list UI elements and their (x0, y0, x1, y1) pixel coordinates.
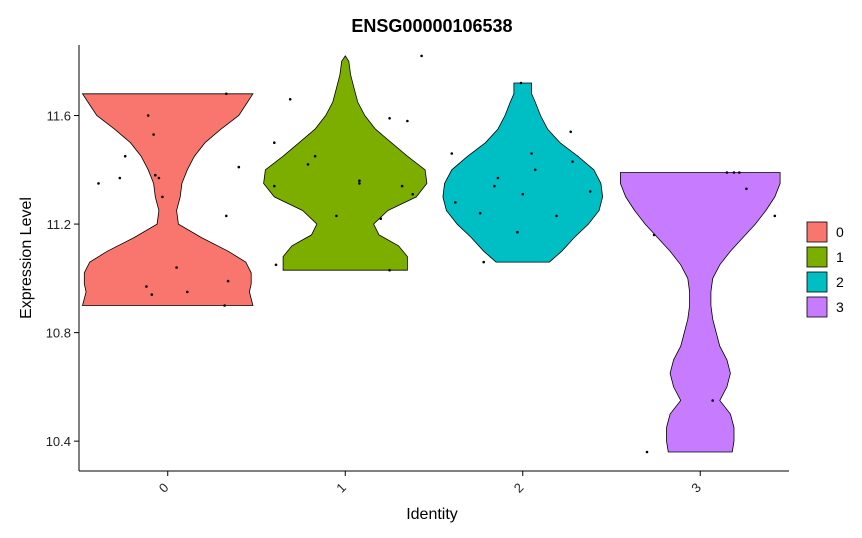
point-2-13 (571, 160, 574, 163)
violin-2 (442, 82, 604, 263)
legend-key-3 (806, 296, 828, 318)
point-1-13 (400, 184, 404, 188)
y-tick-label: 10.8 (46, 326, 71, 341)
point-0-5 (154, 173, 157, 177)
legend-label-0: 0 (836, 224, 844, 240)
point-3-5 (738, 171, 741, 174)
point-2-1 (454, 201, 457, 204)
x-axis-title: Identity (406, 506, 458, 523)
point-0-15 (223, 304, 226, 307)
point-1-14 (411, 192, 415, 196)
point-2-9 (530, 152, 533, 155)
legend-key-2 (806, 271, 828, 293)
point-2-8 (521, 192, 525, 196)
plot-area: 10.4 10.8 11.2 11.6 0 1 2 3 (46, 45, 789, 496)
violin-3 (620, 172, 781, 453)
point-2-5 (496, 176, 500, 180)
x-axis-ticks: 0 1 2 3 (156, 471, 704, 496)
x-tick-label: 3 (688, 480, 704, 496)
point-2-0 (450, 152, 454, 155)
point-1-12 (406, 119, 409, 123)
legend-label-3: 3 (836, 299, 844, 315)
point-0-1 (118, 176, 122, 180)
legend-key-0 (806, 221, 828, 243)
point-2-10 (533, 168, 537, 172)
point-1-15 (420, 54, 423, 58)
point-3-0 (645, 450, 649, 454)
jitter-points (97, 54, 777, 454)
point-0-3 (146, 114, 150, 117)
legend: 0 1 2 3 (806, 221, 844, 318)
point-2-12 (569, 130, 572, 134)
point-0-14 (226, 279, 230, 283)
y-tick-label: 11.2 (47, 217, 71, 232)
point-2-14 (588, 190, 592, 193)
point-0-12 (225, 92, 228, 96)
point-1-10 (388, 268, 391, 272)
point-2-3 (482, 260, 486, 264)
point-1-3 (288, 98, 292, 101)
point-1-0 (274, 263, 278, 267)
y-tick-label: 11.6 (47, 109, 71, 124)
point-3-6 (745, 187, 748, 191)
point-0-0 (97, 182, 100, 185)
legend-label-2: 2 (836, 274, 844, 290)
point-0-7 (161, 195, 164, 199)
point-3-4 (732, 171, 736, 174)
x-tick-label: 1 (333, 480, 349, 496)
point-2-4 (493, 184, 496, 188)
point-1-11 (388, 117, 391, 120)
point-1-4 (306, 163, 310, 166)
legend-label-1: 1 (836, 249, 844, 265)
x-tick-label: 0 (156, 480, 172, 496)
y-axis-ticks: 10.4 10.8 11.2 11.6 (46, 109, 79, 449)
violins (81, 55, 781, 453)
point-1-7 (358, 182, 361, 185)
point-0-16 (237, 165, 241, 169)
violin-1 (263, 55, 428, 271)
point-3-2 (711, 399, 714, 402)
point-1-6 (335, 214, 338, 218)
point-2-11 (555, 214, 558, 218)
point-2-6 (516, 230, 519, 234)
violin-0 (81, 93, 254, 306)
chart-title: ENSG00000106538 (351, 16, 512, 36)
y-axis-title: Expression Level (18, 197, 35, 319)
legend-key-1 (806, 246, 828, 268)
point-0-13 (225, 214, 228, 218)
point-0-11 (186, 290, 189, 294)
point-1-8 (358, 179, 361, 182)
point-1-2 (273, 141, 276, 144)
point-0-4 (152, 133, 155, 136)
point-0-8 (145, 285, 148, 288)
point-3-7 (773, 214, 777, 218)
point-3-3 (725, 171, 729, 174)
point-1-5 (313, 154, 317, 158)
point-1-9 (379, 217, 383, 220)
point-2-2 (478, 211, 482, 215)
point-0-10 (175, 266, 178, 269)
x-tick-label: 2 (511, 480, 527, 496)
y-tick-label: 10.4 (46, 434, 71, 449)
point-0-6 (157, 176, 161, 180)
point-0-2 (123, 154, 127, 158)
point-0-9 (150, 293, 154, 296)
point-1-1 (273, 184, 276, 188)
point-3-1 (652, 233, 656, 237)
point-2-7 (519, 81, 523, 85)
